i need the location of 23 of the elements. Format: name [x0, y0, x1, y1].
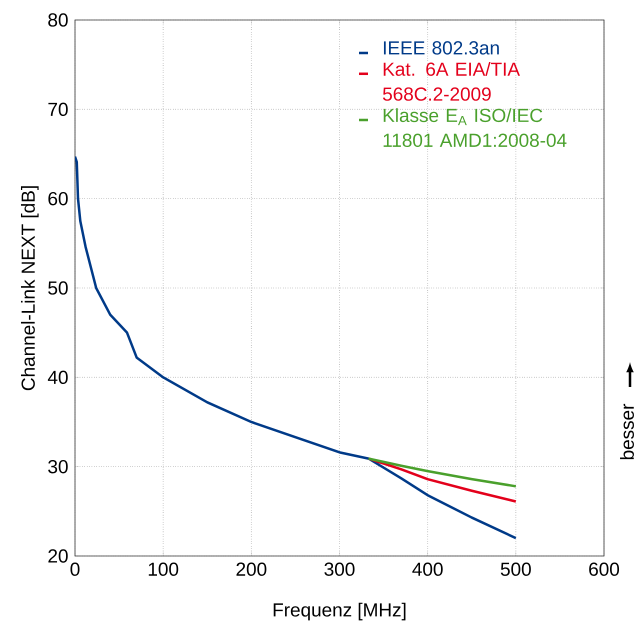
line-series: [367, 457, 518, 488]
x-tick-label: 400: [412, 562, 443, 576]
text: besser: [620, 404, 634, 460]
y-tick-label: 60: [48, 192, 68, 206]
x-tick-label: 100: [148, 562, 178, 576]
legend-label: Kat. 6A EIA/TIA 568C.2-2009: [382, 62, 520, 101]
x-tick-label: 0: [70, 562, 80, 576]
legend-label: IEEE 802.3an: [384, 41, 499, 55]
y-tick-label: 30: [48, 460, 68, 474]
x-axis-title: Frequenz [MHz]: [274, 602, 406, 620]
y-tick-label: 70: [48, 102, 68, 116]
x-tick-label: 200: [236, 562, 266, 576]
x-tick-label: 500: [500, 562, 531, 576]
y-tick-label: 50: [48, 281, 68, 295]
y-tick-label: 80: [48, 13, 68, 27]
legend-label: Klasse E$_{A}$ ISO/IEC 11801 AMD1:2008-04: [384, 108, 566, 148]
x-tick-label: 600: [589, 562, 620, 576]
y-axis-title: Channel-Link NEXT [dB]: [20, 186, 39, 390]
line-series: [367, 457, 518, 503]
x-tick-label: 300: [324, 562, 355, 576]
y-tick-label: 20: [48, 549, 68, 563]
y-tick-label: 40: [48, 370, 68, 384]
line-series: [75, 155, 518, 540]
